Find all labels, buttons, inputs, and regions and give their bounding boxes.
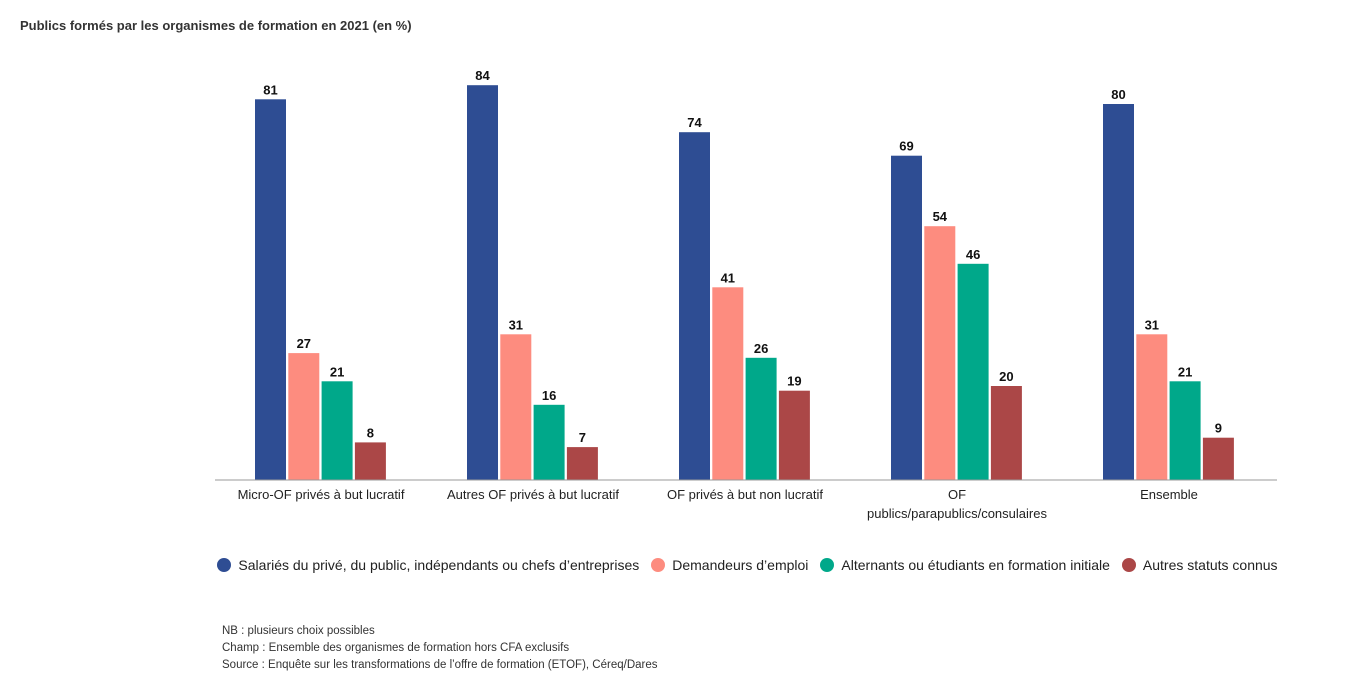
x-tick-label-3-1: publics/parapublics/consulaires [867,506,1047,521]
bar-2-1 [712,287,744,480]
bar-1-1 [500,334,532,480]
bar-0-3 [354,442,386,480]
data-label-2-0: 74 [687,115,702,130]
legend-label-0: Salariés du privé, du public, indépendan… [238,557,640,573]
data-label-2-1: 41 [721,270,735,285]
bar-1-2 [533,404,565,480]
legend-swatch-0 [217,558,232,572]
data-label-1-0: 84 [475,68,490,83]
legend-item-3[interactable]: Autres statuts connus [1121,553,1278,577]
bar-4-2 [1169,381,1201,480]
data-label-3-3: 20 [999,369,1013,384]
data-label-0-2: 21 [330,364,344,379]
x-tick-label-1: Autres OF privés à but lucratif [447,487,619,502]
x-tick-labels-group: Micro-OF privés à but lucratif Autres OF … [238,487,1198,521]
chart-title: Publics formés par les organismes de for… [20,18,412,33]
data-label-3-0: 69 [899,139,913,154]
legend-item-2[interactable]: Alternants ou étudiants en formation ini… [820,553,1110,577]
data-label-4-1: 31 [1145,317,1159,332]
bar-chart: 81 27 21 8 84 31 16 7 74 41 26 19 69 54 46 20 80 31 21 9 Mi… [215,68,1277,521]
bar-0-2 [321,381,353,480]
note-nb: NB : plusieurs choix possibles [222,625,375,637]
bar-4-0 [1103,104,1134,480]
data-label-2-3: 19 [787,374,801,389]
bar-2-3 [778,390,810,480]
bar-3-0 [891,155,922,480]
note-source: Source : Enquête sur les transformations… [222,659,658,671]
data-label-4-2: 21 [1178,364,1192,379]
bar-2-0 [679,132,710,480]
bar-2-2 [745,357,777,480]
legend-label-3: Autres statuts connus [1142,557,1278,573]
data-label-3-2: 46 [966,247,980,262]
data-label-3-1: 54 [933,209,948,224]
legend-label-1: Demandeurs d’emploi [672,557,809,573]
x-tick-label-2: OF privés à but non lucratif [667,487,823,502]
bar-0-1 [288,353,320,480]
data-label-0-0: 81 [263,82,277,97]
bar-4-3 [1202,437,1234,480]
data-label-1-2: 16 [542,388,556,403]
bar-1-3 [566,447,598,480]
data-label-1-3: 7 [579,430,586,445]
legend-swatch-1 [651,558,666,572]
legend: Salariés du privé, du public, indépendan… [200,553,1295,577]
data-labels-group: 81 27 21 8 84 31 16 7 74 41 26 19 69 54 46 20 80 31 21 9 [263,68,1222,445]
bar-3-1 [924,226,956,480]
legend-swatch-3 [1121,558,1136,572]
bar-0-0 [255,99,286,481]
legend-item-0[interactable]: Salariés du privé, du public, indépendan… [217,553,639,577]
footnotes: NB : plusieurs choix possibles Champ : E… [222,623,658,674]
data-label-1-1: 31 [509,317,523,332]
legend-swatch-2 [820,558,835,572]
data-label-4-3: 9 [1215,421,1222,436]
bar-4-1 [1136,334,1168,480]
legend-label-2: Alternants ou étudiants en formation ini… [841,557,1110,573]
bar-3-3 [990,386,1022,480]
x-tick-label-4: Ensemble [1140,487,1198,502]
data-label-0-3: 8 [367,425,374,440]
bars-group [255,85,1234,481]
legend-item-1[interactable]: Demandeurs d’emploi [651,553,808,577]
x-tick-label-0: Micro-OF privés à but lucratif [238,487,405,502]
data-label-2-2: 26 [754,341,768,356]
bar-3-2 [957,263,989,480]
x-tick-label-3-0: OF [948,487,966,502]
bar-1-0 [467,85,498,480]
data-label-0-1: 27 [297,336,311,351]
note-champ: Champ : Ensemble des organismes de forma… [222,642,570,654]
data-label-4-0: 80 [1111,87,1125,102]
